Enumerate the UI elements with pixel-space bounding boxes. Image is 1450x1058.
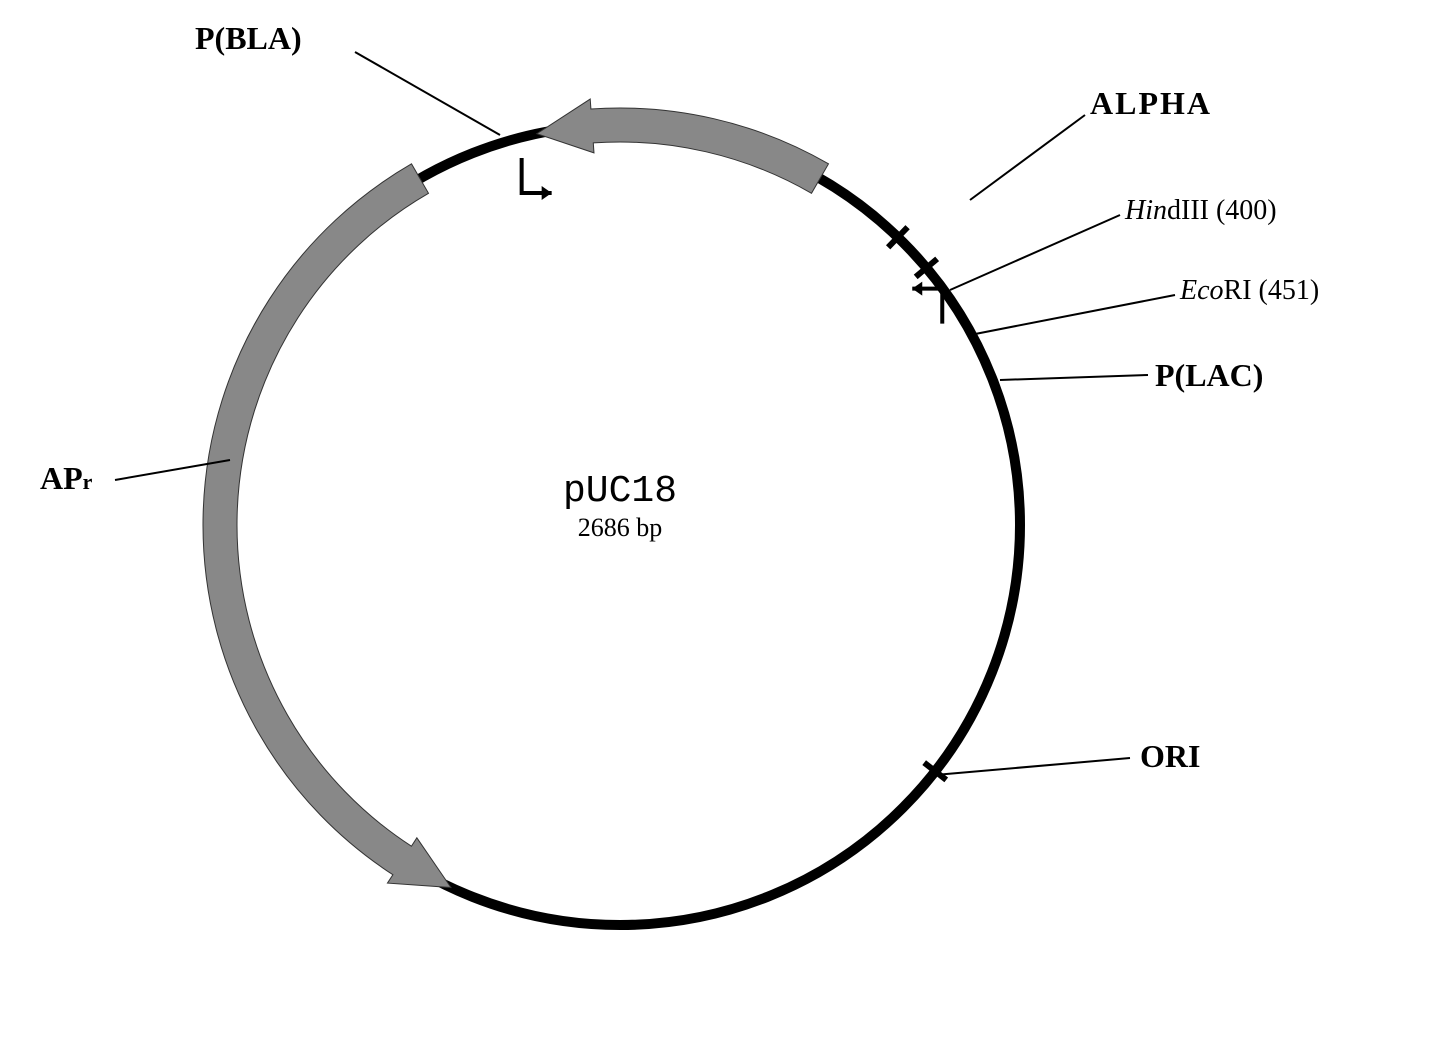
promoter-pbla-arrow-head bbox=[542, 186, 552, 200]
leader-ecori bbox=[970, 295, 1175, 335]
leader-hindiii bbox=[950, 215, 1120, 290]
plasmid-size: 2686 bp bbox=[520, 513, 720, 543]
label-pbla: P(BLA) bbox=[195, 20, 302, 57]
label-hindiii: HindIII (400) bbox=[1125, 195, 1277, 227]
plasmid-svg bbox=[0, 0, 1450, 1058]
leader-alpha bbox=[970, 115, 1085, 200]
feature-apr bbox=[203, 164, 451, 888]
label-plac: P(LAC) bbox=[1155, 357, 1263, 394]
label-alpha: ALPHA bbox=[1090, 85, 1212, 122]
leader-plac bbox=[1000, 375, 1148, 380]
center-title-block: pUC18 2686 bp bbox=[520, 470, 720, 543]
label-apr: APr bbox=[40, 460, 92, 497]
leader-ori bbox=[935, 758, 1130, 775]
plasmid-map-container: pUC18 2686 bp P(BLA) ALPHA HindIII (400)… bbox=[0, 0, 1450, 1058]
promoter-pbla-arrow bbox=[522, 158, 552, 193]
plasmid-name: pUC18 bbox=[520, 470, 720, 513]
label-ori: ORI bbox=[1140, 738, 1200, 775]
feature-alpha bbox=[537, 99, 829, 193]
promoter-plac-arrow-head bbox=[912, 282, 922, 296]
promoter-plac-arrow bbox=[912, 289, 942, 324]
label-ecori: EcoRI (451) bbox=[1180, 275, 1319, 307]
leader-pbla bbox=[355, 52, 500, 135]
